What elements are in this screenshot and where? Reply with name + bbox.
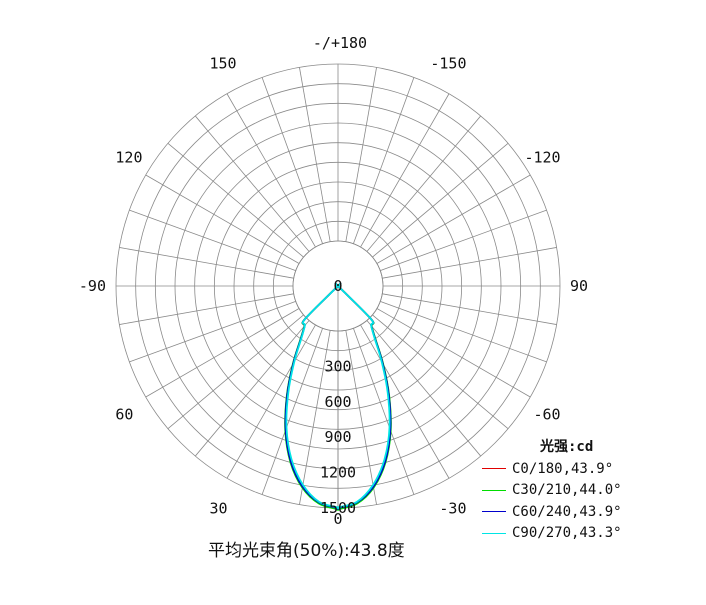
angle-label: 150 [210, 54, 237, 72]
grid-spoke [345, 67, 377, 242]
grid-spoke [226, 93, 316, 248]
grid-spoke [299, 67, 331, 242]
grid-spoke [145, 174, 300, 264]
grid-spoke [129, 209, 296, 271]
grid-spoke [382, 247, 557, 279]
grid-spoke [119, 293, 294, 325]
legend-swatch [482, 532, 506, 534]
grid-spoke [360, 93, 450, 248]
angle-label: -60 [534, 406, 561, 424]
grid-spoke [380, 209, 547, 271]
grid-spoke [261, 328, 323, 495]
grid-spoke [376, 174, 531, 264]
grid-spoke [167, 142, 304, 258]
radial-tick-label: 300 [324, 357, 351, 375]
legend: C0/180,43.9° C30/210,44.0° C60/240,43.9° C9… [482, 458, 622, 544]
legend-swatch [482, 489, 506, 491]
angle-label: 0 [333, 510, 342, 528]
radial-tick-label: 900 [324, 428, 351, 446]
grid-spoke [372, 142, 509, 258]
grid-spoke [226, 324, 316, 479]
angle-label: 90 [570, 277, 588, 295]
grid-spoke [353, 328, 415, 495]
legend-label: C90/270,43.3° [512, 525, 622, 542]
radial-tick-label: 1200 [320, 464, 356, 482]
grid-spoke [366, 115, 482, 252]
intensity-curves [284, 282, 392, 511]
angle-label: 60 [115, 406, 133, 424]
grid-spoke [194, 320, 310, 457]
grid-spoke [380, 301, 547, 363]
series-curve-c90-270 [285, 282, 391, 509]
legend-title: 光强:cd [540, 439, 594, 455]
legend-item: C60/240,43.9° [482, 501, 622, 523]
grid-spoke [119, 247, 294, 279]
legend-item: C90/270,43.3° [482, 523, 622, 545]
legend-label: C0/180,43.9° [512, 460, 614, 477]
legend-item: C0/180,43.9° [482, 458, 622, 480]
angle-label: 30 [210, 500, 228, 518]
grid-spoke [366, 320, 482, 457]
angle-label: -120 [524, 149, 560, 167]
grid-spoke [145, 308, 300, 398]
grid-spoke [382, 293, 557, 325]
angle-label: -/+180 [313, 34, 367, 52]
legend-label: C60/240,43.9° [512, 503, 622, 520]
radial-tick-label: 600 [324, 393, 351, 411]
grid-spoke [167, 314, 304, 430]
legend-swatch [482, 511, 506, 513]
radial-tick-label: 1500 [320, 499, 356, 517]
legend-swatch [482, 468, 506, 470]
grid-spoke [372, 314, 509, 430]
polar-labels: -/+1801501209060300-30-60-90-120-1500300… [79, 34, 588, 528]
angle-label: -30 [439, 500, 466, 518]
grid-spoke [353, 77, 415, 244]
grid-spoke [261, 77, 323, 244]
polar-grid [115, 63, 561, 509]
grid-spoke [129, 301, 296, 363]
grid-spoke [360, 324, 450, 479]
legend-item: C30/210,44.0° [482, 480, 622, 502]
angle-label: 120 [115, 149, 142, 167]
grid-spoke [345, 330, 377, 505]
grid-spoke [194, 115, 310, 252]
grid-spoke [299, 330, 331, 505]
angle-label: -150 [430, 54, 466, 72]
angle-label: -90 [79, 277, 106, 295]
legend-label: C30/210,44.0° [512, 482, 622, 499]
grid-spoke [376, 308, 531, 398]
average-beam-angle: 平均光束角(50%):43.8度 [208, 541, 405, 561]
radial-tick-label: 0 [333, 277, 342, 295]
